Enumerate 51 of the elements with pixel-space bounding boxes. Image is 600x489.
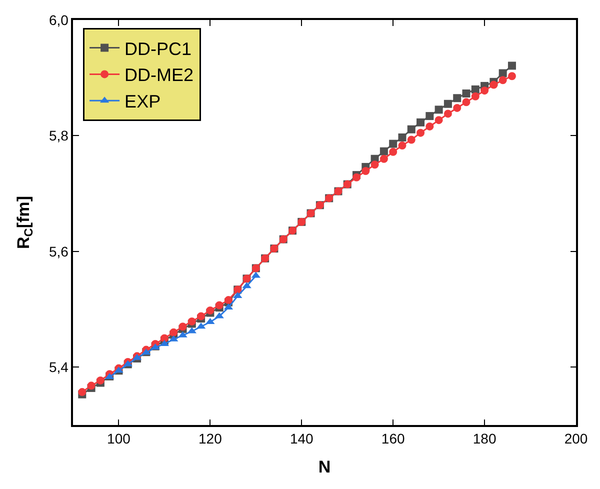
point [508,72,516,80]
legend-label: DD-PC1 [124,38,192,59]
point [215,301,224,310]
point [462,89,470,98]
point [398,142,406,150]
legend-label: EXP [124,92,161,112]
point [444,110,452,118]
y-tick-label: 5,8 [48,128,69,144]
point [471,92,480,100]
point [508,62,516,70]
point [380,154,388,163]
point [362,167,370,176]
y-tick-label: 5,6 [48,243,69,260]
point [160,334,168,342]
x-tick-label: 100 [107,430,131,447]
point [426,122,434,130]
point [416,128,425,137]
point [416,118,425,126]
y-tick-label: 6,0 [48,12,69,28]
point [197,312,206,320]
point [434,106,443,114]
point [462,98,470,106]
point [453,94,462,102]
point [389,148,398,156]
point [380,147,388,156]
point [498,69,507,78]
x-tick-label: 140 [290,430,314,447]
point [498,76,507,84]
point [480,86,489,95]
point [407,125,416,134]
x-tick-label: 160 [381,430,405,447]
point [398,133,406,142]
point [453,104,462,112]
point [490,80,498,89]
point [206,306,214,314]
point [407,136,416,144]
point [389,140,398,148]
point [444,100,452,108]
y-tick-label: 5,4 [48,359,69,376]
point [96,376,104,384]
x-tick-label: 180 [472,430,496,447]
point [434,116,443,124]
point [426,112,434,120]
x-tick-label: 120 [198,430,222,447]
point [370,160,379,169]
x-tick-label: 200 [564,430,588,447]
point [170,328,178,336]
x-axis-title: N [318,457,331,476]
point [471,85,480,94]
legend-label: DD-ME2 [124,65,194,86]
point [188,317,196,326]
